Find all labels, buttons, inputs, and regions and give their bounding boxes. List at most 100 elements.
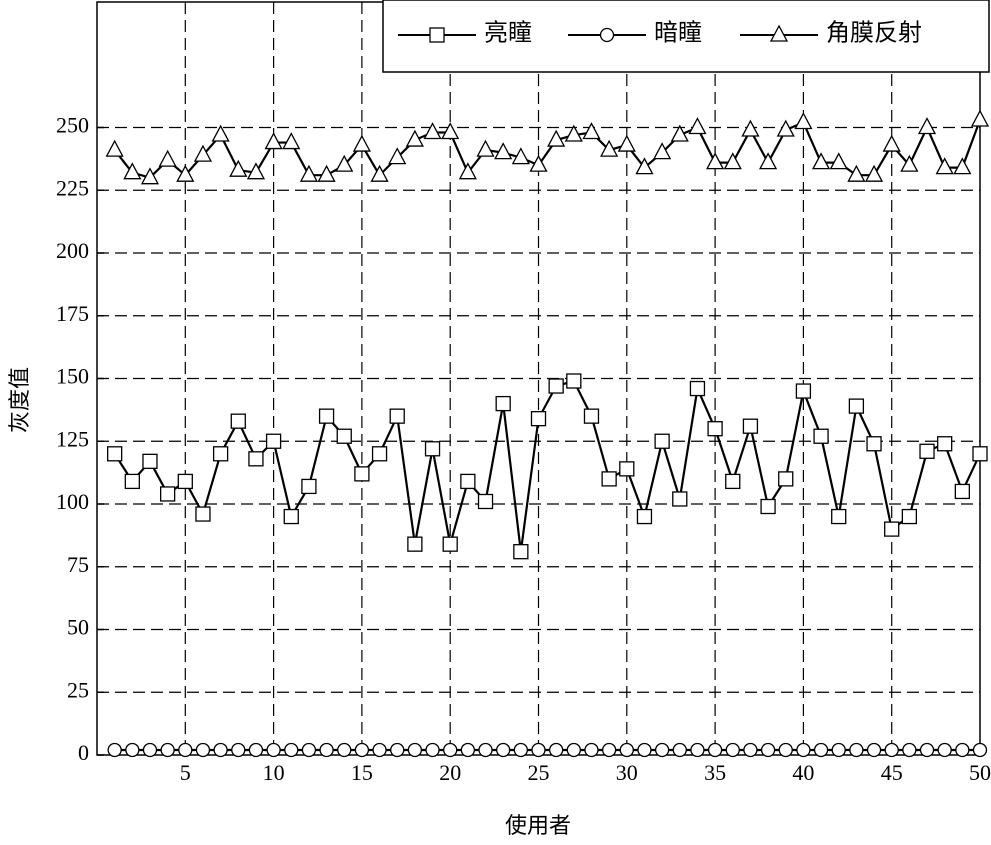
marker: [407, 536, 423, 552]
x-axis-label: 使用者: [505, 813, 571, 838]
marker: [531, 742, 546, 758]
x-tick-label: 10: [263, 760, 285, 785]
marker: [601, 742, 617, 758]
marker: [743, 742, 758, 758]
marker: [864, 164, 884, 182]
marker: [901, 508, 918, 525]
marker: [513, 742, 528, 758]
marker: [264, 132, 283, 150]
marker: [266, 742, 281, 758]
marker: [142, 742, 158, 758]
marker: [760, 498, 776, 515]
legend-label: 亮瞳: [484, 20, 532, 47]
marker: [900, 154, 919, 172]
marker: [195, 506, 211, 522]
marker: [107, 446, 123, 462]
marker: [390, 742, 405, 758]
marker: [335, 154, 354, 172]
marker: [725, 473, 741, 490]
marker: [337, 742, 352, 758]
legend-label: 角膜反射: [826, 20, 922, 47]
marker: [690, 742, 705, 758]
marker: [160, 742, 175, 758]
marker: [301, 742, 317, 758]
marker: [672, 491, 688, 507]
marker: [776, 119, 795, 137]
marker: [354, 466, 370, 482]
y-tick-label: 25: [67, 677, 89, 702]
marker: [954, 483, 970, 500]
legend-box: [382, 0, 990, 73]
marker: [460, 473, 476, 490]
marker: [847, 164, 866, 182]
marker: [177, 473, 193, 490]
marker: [407, 742, 423, 758]
marker: [707, 421, 723, 437]
marker: [566, 742, 581, 758]
marker: [246, 162, 266, 180]
x-tick-label: 20: [439, 760, 461, 785]
marker: [972, 446, 988, 462]
marker: [476, 139, 495, 157]
marker: [282, 132, 301, 150]
marker: [917, 117, 937, 135]
y-tick-label: 75: [67, 552, 89, 577]
marker: [619, 742, 634, 758]
marker: [443, 742, 458, 758]
marker: [212, 446, 229, 462]
marker: [478, 742, 493, 758]
marker: [319, 742, 334, 758]
y-tick-label: 0: [78, 740, 89, 765]
marker: [424, 441, 441, 457]
y-tick-label: 100: [56, 489, 89, 514]
marker: [601, 471, 617, 487]
marker: [370, 164, 389, 182]
marker: [284, 742, 299, 758]
marker: [193, 144, 213, 162]
marker: [371, 446, 388, 462]
marker: [352, 134, 371, 152]
x-tick-label: 15: [351, 760, 373, 785]
marker: [423, 122, 442, 140]
marker: [123, 162, 142, 180]
marker: [653, 142, 672, 160]
x-tick-label: 25: [528, 760, 550, 785]
marker: [547, 129, 566, 147]
marker: [511, 147, 530, 165]
marker: [299, 164, 319, 182]
marker: [882, 134, 901, 152]
marker: [248, 742, 264, 758]
marker: [794, 112, 813, 130]
marker: [513, 544, 529, 560]
marker: [970, 109, 990, 127]
legend-label: 暗瞳: [654, 20, 702, 47]
marker: [159, 486, 176, 502]
marker: [707, 742, 723, 758]
marker: [636, 508, 653, 525]
marker: [811, 152, 831, 170]
marker: [125, 742, 140, 758]
marker: [441, 122, 460, 140]
marker: [919, 443, 935, 459]
x-tick-label: 40: [792, 760, 814, 785]
marker: [496, 742, 511, 758]
marker: [619, 461, 635, 477]
marker: [388, 147, 407, 165]
marker: [548, 378, 564, 394]
marker: [584, 742, 599, 758]
marker: [725, 742, 740, 758]
marker: [778, 471, 794, 487]
marker: [654, 742, 670, 758]
marker: [529, 154, 548, 172]
marker: [972, 742, 988, 758]
marker: [937, 436, 953, 452]
marker: [230, 413, 246, 429]
marker: [884, 742, 899, 758]
marker: [796, 742, 811, 758]
marker: [688, 117, 707, 135]
marker: [866, 742, 882, 758]
marker: [231, 742, 246, 758]
marker: [530, 411, 547, 427]
legend: 亮瞳 暗瞳 角膜反射: [382, 0, 990, 73]
